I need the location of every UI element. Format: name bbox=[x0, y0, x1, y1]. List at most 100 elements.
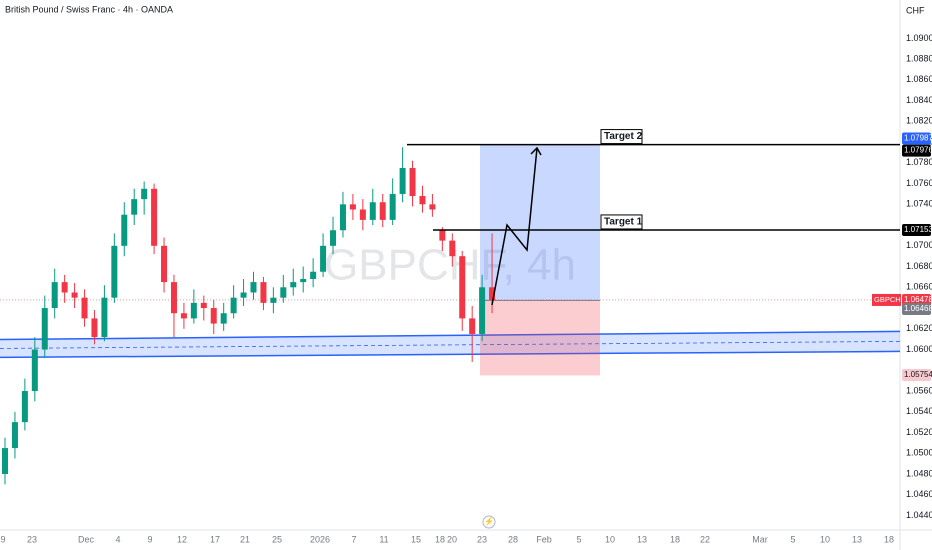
x-tick-label: 5 bbox=[790, 534, 795, 544]
candle-body bbox=[121, 214, 128, 246]
x-tick-label: 18 bbox=[670, 534, 680, 544]
y-tick-label: 1.06600 bbox=[906, 282, 932, 292]
x-tick-label: Mar bbox=[752, 534, 768, 544]
candle-body bbox=[439, 230, 446, 241]
candle-body bbox=[31, 349, 38, 392]
x-tick-label: 10 bbox=[605, 534, 615, 544]
candle-body bbox=[449, 240, 456, 257]
projection-arrowhead bbox=[530, 146, 542, 156]
target-label: Target 1 bbox=[604, 217, 643, 228]
replay-icon[interactable] bbox=[482, 515, 496, 529]
candle-body bbox=[170, 282, 177, 314]
candle-body bbox=[161, 245, 168, 283]
candle-body bbox=[71, 292, 78, 298]
price-tag-label: 1.06468 bbox=[904, 304, 932, 313]
y-tick-label: 1.07000 bbox=[906, 240, 932, 250]
candle-body bbox=[151, 188, 158, 246]
x-tick-label: 18 bbox=[884, 534, 894, 544]
candle-body bbox=[180, 313, 187, 319]
price-tag-label: 1.07976 bbox=[904, 146, 932, 155]
candle-body bbox=[389, 193, 396, 220]
x-tick-label: 9 bbox=[0, 534, 5, 544]
x-tick-label: Feb bbox=[536, 534, 552, 544]
x-tick-label: 12 bbox=[177, 534, 187, 544]
x-tick-label: 20 bbox=[447, 534, 457, 544]
price-tag-box bbox=[902, 293, 931, 306]
y-tick-label: 1.04400 bbox=[906, 510, 932, 520]
candle-body bbox=[419, 196, 426, 205]
candle-body bbox=[379, 202, 386, 220]
candle-body bbox=[399, 168, 406, 194]
candle-body bbox=[91, 318, 98, 338]
replay-icon-glyph: ⚡ bbox=[484, 516, 494, 526]
y-tick-label: 1.08200 bbox=[906, 116, 932, 126]
y-tick-label: 1.05600 bbox=[906, 385, 932, 395]
y-tick-label: 1.04800 bbox=[906, 468, 932, 478]
candle-body bbox=[21, 391, 28, 423]
x-tick-label: 13 bbox=[852, 534, 862, 544]
candle-body bbox=[41, 308, 48, 350]
support-zone-bottom bbox=[0, 350, 901, 359]
y-tick-label: 1.07600 bbox=[906, 178, 932, 188]
price-tag-box bbox=[902, 144, 931, 157]
y-tick-label: 1.08400 bbox=[906, 95, 932, 105]
target-label: Target 2 bbox=[604, 131, 643, 142]
candle-body bbox=[469, 318, 476, 334]
y-tick-label: 1.06200 bbox=[906, 323, 932, 333]
x-tick-label: 28 bbox=[508, 534, 518, 544]
candle-body bbox=[290, 282, 297, 288]
y-tick-label: 1.05400 bbox=[906, 406, 932, 416]
y-tick-label: 1.06800 bbox=[906, 261, 932, 271]
candle-body bbox=[250, 282, 257, 293]
price-tag-box bbox=[902, 302, 931, 315]
candle-body bbox=[320, 245, 327, 272]
candle-body bbox=[101, 297, 108, 338]
x-tick-label: 18 bbox=[435, 534, 445, 544]
y-tick-label: 1.06000 bbox=[906, 344, 932, 354]
loss-zone bbox=[480, 300, 600, 376]
y-tick-label: 1.08600 bbox=[906, 74, 932, 84]
profit-zone bbox=[480, 144, 600, 301]
x-tick-label: 10 bbox=[820, 534, 830, 544]
candle-body bbox=[359, 209, 366, 220]
candle-body bbox=[409, 168, 416, 197]
candle-body bbox=[339, 204, 346, 231]
price-tag-label: 1.07153 bbox=[904, 225, 932, 234]
candle-body bbox=[330, 230, 337, 246]
x-tick-label: 25 bbox=[272, 534, 282, 544]
x-tick-label: 13 bbox=[637, 534, 647, 544]
currency: CHF bbox=[906, 5, 925, 15]
candle-body bbox=[2, 448, 8, 474]
target-label-box bbox=[600, 214, 643, 230]
target-label-box bbox=[600, 129, 643, 145]
candle-body bbox=[200, 302, 207, 309]
candle-body bbox=[260, 282, 267, 303]
y-tick-label: 1.09000 bbox=[906, 33, 932, 43]
candle-body bbox=[429, 204, 436, 210]
candle-body bbox=[111, 245, 118, 298]
y-tick-label: 1.05000 bbox=[906, 448, 932, 458]
candle-body bbox=[479, 287, 486, 334]
price-tag-box bbox=[902, 369, 931, 382]
price-tag-label: 1.06478 bbox=[904, 295, 932, 304]
price-tag-box bbox=[902, 223, 931, 236]
x-tick-label: 23 bbox=[27, 534, 37, 544]
symbol-tag: GBPCHF bbox=[874, 295, 906, 304]
x-tick-label: 9 bbox=[147, 534, 152, 544]
x-tick-label: 4 bbox=[115, 534, 120, 544]
candle-body bbox=[240, 292, 247, 298]
y-tick-label: 1.04600 bbox=[906, 489, 932, 499]
candle-body bbox=[131, 199, 138, 215]
candle-body bbox=[270, 297, 277, 303]
support-zone-top bbox=[0, 330, 901, 341]
price-tag-label: 1.07987 bbox=[904, 134, 932, 143]
y-tick-label: 1.07800 bbox=[906, 157, 932, 167]
x-tick-label: 7 bbox=[351, 534, 356, 544]
x-tick-label: 11 bbox=[379, 534, 388, 544]
candle-body bbox=[300, 279, 307, 283]
price-tag-box bbox=[902, 132, 931, 145]
chart-title: British Pound / Swiss Franc · 4h · OANDA bbox=[5, 4, 173, 14]
candle-body bbox=[280, 287, 287, 298]
